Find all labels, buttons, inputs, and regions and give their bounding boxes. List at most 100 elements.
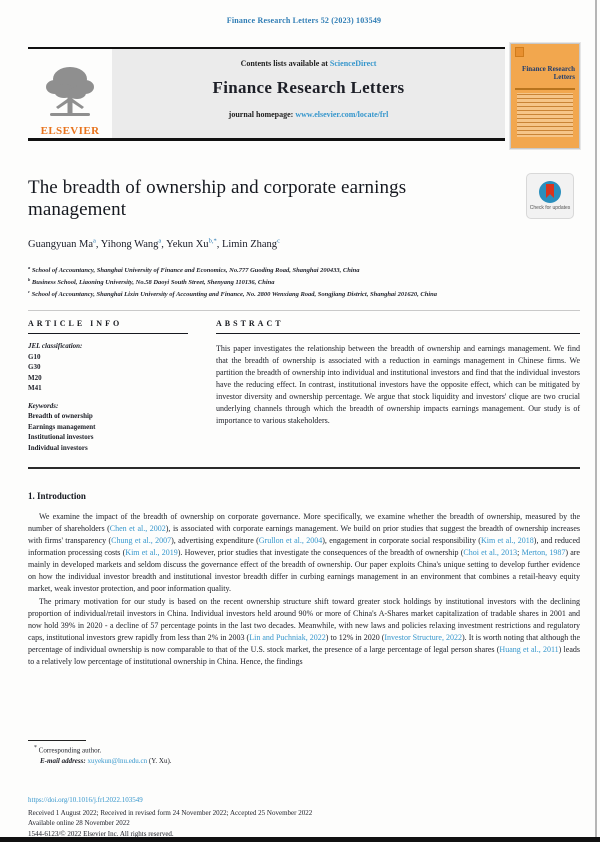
corresponding-author-note: * Corresponding author.	[28, 744, 580, 756]
affiliation-b: b Business School, Liaoning University, …	[28, 276, 580, 288]
jel-label: JEL classification:	[28, 342, 83, 351]
affiliations: a School of Accountancy, Shanghai Univer…	[28, 264, 580, 301]
keyword: Individual investors	[28, 443, 88, 452]
introduction-section: 1. Introduction We examine the impact of…	[28, 491, 580, 668]
corresponding-text: Corresponding author.	[36, 746, 102, 755]
jel-code: M41	[28, 384, 42, 393]
intro-paragraph-1: We examine the impact of the breadth of …	[28, 511, 580, 595]
journal-header: ELSEVIER Contents lists available at Sci…	[28, 43, 580, 151]
citation-link[interactable]: Investor Structure, 2022	[384, 633, 462, 643]
citation-link[interactable]: Kim et al., 2018	[480, 536, 534, 546]
text-segment: ), advertising expenditure (	[171, 536, 259, 546]
journal-name: Finance Research Letters	[212, 78, 405, 97]
doi-link[interactable]: https://doi.org/10.1016/j.frl.2022.10354…	[28, 796, 143, 804]
contents-prefix: Contents lists available at	[240, 59, 330, 68]
banner-center: Contents lists available at ScienceDirec…	[112, 49, 505, 138]
check-updates-label: Check for updates	[529, 205, 571, 211]
author-1: Guangyuan Maa	[28, 237, 101, 250]
publication-details: https://doi.org/10.1016/j.frl.2022.10354…	[28, 795, 580, 839]
citation-link[interactable]: Kim et al., 2019	[125, 548, 178, 558]
text-segment: We examine the impact of the breadth of …	[28, 512, 580, 534]
text-segment: ) are mainly in developed markets and se…	[28, 548, 580, 594]
crossmark-circle-icon	[539, 181, 561, 203]
jel-code: G30	[28, 363, 41, 372]
journal-citation-header[interactable]: Finance Research Letters 52 (2023) 10354…	[226, 16, 382, 25]
abstract-text: This paper investigates the relationship…	[216, 344, 580, 426]
journal-cover-thumbnail: Finance Research Letters	[510, 43, 580, 149]
author-list: Guangyuan MaaYihong WangaYekun Xub,*Limi…	[28, 237, 580, 250]
affiliation-sup: b	[28, 276, 31, 282]
article-title: The breadth of ownership and corporate e…	[28, 177, 407, 220]
citation-link[interactable]: Grullon et al., 2004	[258, 536, 323, 546]
text-segment: ), is associated with corporate earnings…	[28, 524, 581, 546]
affiliation-sup: c	[28, 288, 30, 294]
author-2: Yihong Wanga	[100, 237, 166, 250]
journal-banner: ELSEVIER Contents lists available at Sci…	[28, 47, 505, 141]
article-info-body: JEL classification: G10 G30 M20 M41 Keyw…	[28, 341, 188, 453]
author-name: Yihong Wang	[100, 238, 159, 250]
email-label: E-mail address:	[40, 757, 86, 766]
affiliation-text: Business School, Liaoning University, No…	[30, 278, 275, 286]
author-name: Limin Zhang	[221, 238, 278, 250]
footnote: * Corresponding author. E-mail address: …	[28, 740, 580, 767]
citation-link[interactable]: Chen et al., 2002	[109, 524, 166, 534]
citation-link[interactable]: Chung et al., 2007	[111, 536, 172, 546]
affiliation-c: c School of Accountancy, Shanghai Lixin …	[28, 288, 580, 300]
keyword: Breadth of ownership	[28, 412, 93, 421]
abstract-heading: ABSTRACT	[216, 319, 580, 335]
article-info-heading: ARTICLE INFO	[28, 319, 188, 335]
page-bottom-bar	[0, 837, 600, 842]
email-suffix: (Y. Xu).	[147, 757, 172, 766]
cover-elsevier-mark-icon	[515, 47, 524, 57]
text-segment: ). However, prior studies that investiga…	[177, 548, 464, 558]
citation-link[interactable]: Huang et al., 2011	[499, 645, 559, 655]
homepage-prefix: journal homepage:	[228, 110, 296, 119]
text-segment: ) to 12% in 2020 (	[325, 633, 385, 643]
keyword: Earnings management	[28, 422, 96, 431]
spacer	[28, 394, 188, 401]
sciencedirect-link[interactable]: ScienceDirect	[329, 59, 377, 68]
author-affiliation-sup[interactable]: a	[158, 237, 162, 244]
copyright-line: 1544-6123/© 2022 Elsevier Inc. All right…	[28, 829, 174, 838]
author-affiliation-sup[interactable]: a	[93, 237, 96, 244]
keywords-label: Keywords:	[28, 401, 59, 410]
received-dates: Received 1 August 2022; Received in revi…	[28, 808, 313, 817]
title-section: The breadth of ownership and corporate e…	[28, 173, 580, 227]
info-abstract-section: ARTICLE INFO JEL classification: G10 G30…	[28, 319, 580, 470]
check-for-updates-badge[interactable]: Check for updates	[526, 173, 574, 219]
citation-link[interactable]: Merton, 1987	[521, 548, 566, 558]
author-3: Yekun Xub,*	[166, 237, 222, 250]
elsevier-wordmark: ELSEVIER	[40, 125, 100, 137]
author-affiliation-sup[interactable]: c	[277, 237, 280, 244]
text-segment: ) leads to a relatively low percentage o…	[28, 645, 580, 667]
affiliation-text: School of Accountancy, Shanghai Universi…	[30, 266, 360, 274]
jel-code: G10	[28, 352, 41, 361]
text-segment: ). It is worth noting that although the …	[28, 633, 581, 655]
jel-code: M20	[28, 373, 42, 382]
contents-list-line: Contents lists available at ScienceDirec…	[112, 59, 505, 68]
author-name: Guangyuan Ma	[28, 238, 94, 250]
citation-link[interactable]: Choi et al., 2013	[463, 548, 518, 558]
text-segment: ), and reduced information processing co…	[28, 536, 581, 558]
cover-journal-title: Finance Research Letters	[522, 65, 575, 82]
affiliation-text: School of Accountancy, Shanghai Lixin Un…	[30, 291, 437, 299]
available-online: Available online 28 November 2022	[28, 819, 130, 827]
elsevier-tree-icon	[46, 67, 94, 116]
text-segment: ;	[517, 548, 522, 558]
email-link[interactable]: xuyekun@lnu.edu.cn	[85, 757, 148, 766]
keyword: Institutional investors	[28, 433, 94, 442]
abstract-column: ABSTRACT This paper investigates the rel…	[216, 319, 580, 453]
homepage-line: journal homepage: www.elsevier.com/locat…	[112, 110, 505, 119]
author-affiliation-sup[interactable]: b,*	[208, 237, 217, 244]
cover-contents-list	[515, 88, 575, 140]
email-line: E-mail address: xuyekun@lnu.edu.cn (Y. X…	[28, 756, 580, 767]
article-info-column: ARTICLE INFO JEL classification: G10 G30…	[28, 319, 188, 453]
citation-link[interactable]: Lin and Puchniak, 2022	[249, 633, 326, 643]
author-name: Yekun Xu	[166, 238, 209, 250]
elsevier-logo: ELSEVIER	[28, 49, 112, 138]
journal-homepage-link[interactable]: www.elsevier.com/locate/frl	[295, 110, 389, 119]
intro-paragraph-2: The primary motivation for our study is …	[28, 596, 580, 668]
footnote-marker: *	[34, 745, 37, 751]
footnote-rule	[28, 740, 86, 741]
